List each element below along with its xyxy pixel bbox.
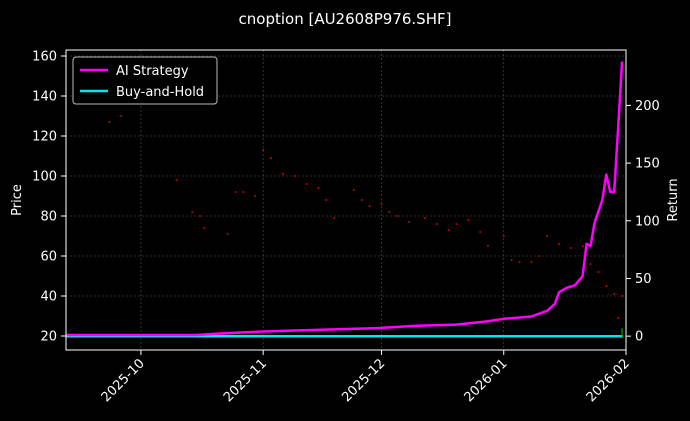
legend-label-ai-strategy: AI Strategy <box>116 64 189 79</box>
price-dot <box>305 183 308 185</box>
price-dot <box>435 223 438 225</box>
price-dot <box>589 263 592 265</box>
price-dot <box>605 285 608 287</box>
y-right-tick-label: 150 <box>635 157 660 172</box>
price-dot <box>408 221 411 223</box>
x-tick-label: 2025-11 <box>221 356 270 405</box>
y-left-tick-label: 140 <box>32 90 57 105</box>
price-dot <box>242 191 245 193</box>
x-tick-label: 2026-01 <box>462 356 511 405</box>
price-dot <box>380 203 383 205</box>
legend-box <box>72 56 218 105</box>
price-dot <box>423 217 426 219</box>
price-dot <box>613 293 616 295</box>
price-dot <box>621 295 624 297</box>
price-dot <box>262 149 265 151</box>
price-dot <box>120 115 123 117</box>
y-right-tick-label: 200 <box>635 99 660 114</box>
price-dot <box>518 261 521 263</box>
price-dot <box>581 245 584 247</box>
price-dot <box>486 245 489 247</box>
price-dot <box>234 191 237 193</box>
y-left-axis-label: Price <box>10 184 25 216</box>
y-left-tick-label: 160 <box>32 50 57 65</box>
y-left-tick-label: 40 <box>40 290 57 305</box>
price-dot <box>388 211 391 213</box>
price-dots <box>108 115 624 319</box>
legend: AI Strategy Buy-and-Hold <box>72 56 218 105</box>
chart-title: cnoption [AU2608P976.SHF] <box>239 10 452 28</box>
price-dot <box>368 205 371 207</box>
price-dot <box>108 121 111 123</box>
price-dot <box>617 317 620 319</box>
y-left-tick-label: 80 <box>40 210 57 225</box>
price-dot <box>352 189 355 191</box>
y-left-tick-label: 120 <box>32 130 57 145</box>
price-dot <box>203 227 206 229</box>
price-dot <box>333 217 336 219</box>
price-dot <box>510 259 513 261</box>
y-left-axis: 20 40 60 80 100 120 140 160 <box>32 50 66 345</box>
legend-label-buy-and-hold: Buy-and-Hold <box>116 85 204 100</box>
y-right-tick-label: 100 <box>635 214 660 229</box>
price-dot <box>325 199 328 201</box>
price-dot <box>281 173 284 175</box>
plot-frame <box>65 49 627 351</box>
price-dot <box>447 229 450 231</box>
price-dot <box>597 271 600 273</box>
price-dot <box>467 219 470 221</box>
price-dot <box>360 199 363 201</box>
price-dot <box>254 195 257 197</box>
x-tick-label: 2025-12 <box>339 356 388 405</box>
price-dot <box>546 235 549 237</box>
y-right-tick-label: 50 <box>635 272 652 287</box>
price-dot <box>226 233 229 235</box>
series-line-ai-strategy <box>66 61 624 337</box>
x-tick-label: 2025-10 <box>99 356 148 405</box>
price-dot <box>199 215 202 217</box>
y-left-tick-label: 20 <box>40 330 57 345</box>
price-dot <box>455 223 458 225</box>
price-dot <box>557 243 560 245</box>
price-dot <box>530 261 533 263</box>
y-left-tick-label: 60 <box>40 250 57 265</box>
price-dot <box>569 247 572 249</box>
price-dot <box>396 215 399 217</box>
price-dot <box>293 175 296 177</box>
price-dot <box>270 157 273 159</box>
price-dot <box>502 235 505 237</box>
y-left-tick-label: 100 <box>32 170 57 185</box>
x-axis: 2025-10 2025-11 2025-12 2026-01 2026-02 <box>99 350 633 405</box>
price-dot <box>538 255 541 257</box>
y-right-axis-label: Return <box>666 178 681 221</box>
series-lines <box>66 61 624 338</box>
y-right-axis: 0 50 100 150 200 <box>626 99 660 345</box>
price-dot <box>479 231 482 233</box>
price-dot <box>317 187 320 189</box>
y-right-tick-label: 0 <box>635 330 643 345</box>
price-dot <box>175 179 178 181</box>
price-dot <box>191 211 194 213</box>
x-tick-label: 2026-02 <box>584 356 633 405</box>
